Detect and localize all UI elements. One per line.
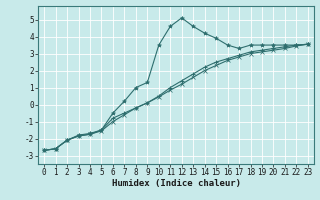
X-axis label: Humidex (Indice chaleur): Humidex (Indice chaleur) <box>111 179 241 188</box>
